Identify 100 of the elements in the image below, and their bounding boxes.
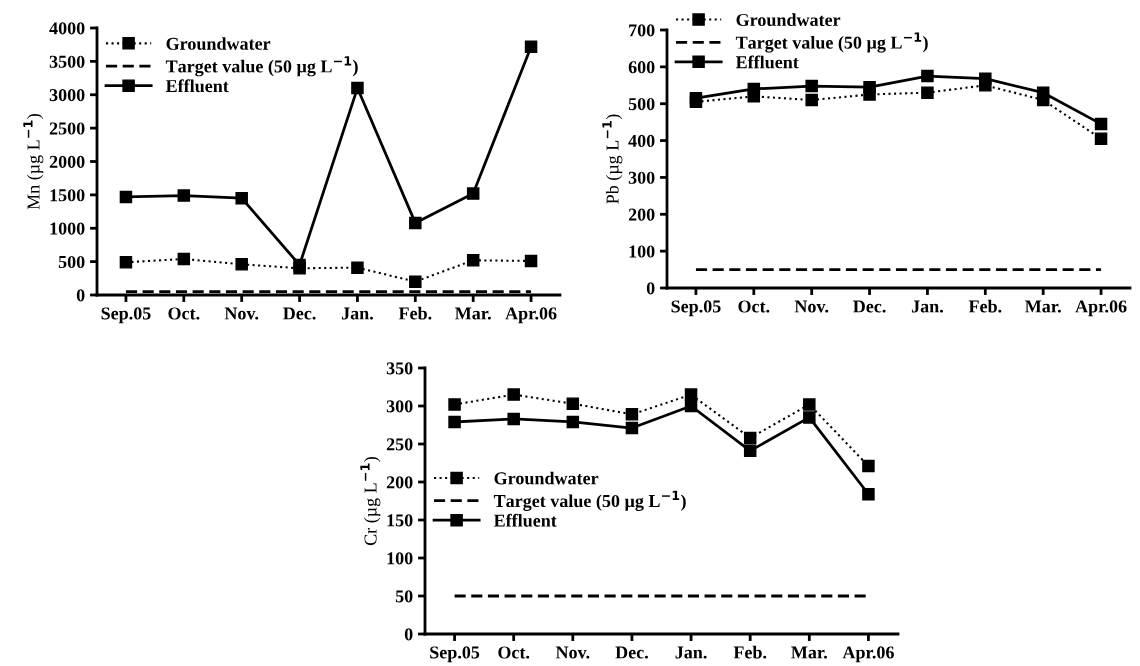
point bbox=[805, 93, 818, 107]
point bbox=[235, 191, 248, 205]
y-tick-label: 4000 bbox=[49, 22, 85, 35]
point bbox=[803, 411, 816, 424]
y-tick-label: 0 bbox=[646, 282, 655, 295]
point bbox=[805, 79, 818, 93]
y-tick-label: 1500 bbox=[50, 189, 85, 202]
x-tick-label: Apr.06 bbox=[842, 646, 894, 663]
point bbox=[409, 216, 422, 230]
y-tick-label: 3500 bbox=[49, 55, 85, 68]
point bbox=[1094, 117, 1108, 131]
point bbox=[566, 397, 580, 410]
point bbox=[177, 189, 191, 202]
x-tick-label: Jan. bbox=[911, 300, 943, 313]
point bbox=[119, 190, 133, 204]
y-tick-label: 250 bbox=[386, 438, 413, 451]
point bbox=[293, 258, 306, 272]
y-tick-label: 100 bbox=[387, 552, 413, 565]
x-tick-label: Nov. bbox=[555, 646, 590, 659]
legend-label: Effluent bbox=[165, 79, 229, 93]
x-tick-label: Dec. bbox=[853, 300, 886, 313]
y-tick-label: 300 bbox=[386, 400, 413, 413]
y-axis-title: Pb (µg L$^{−1}$) bbox=[602, 114, 623, 204]
x-tick-label: Feb. bbox=[398, 306, 432, 320]
x-tick-label: Oct. bbox=[498, 646, 530, 659]
x-tick-label: Apr.06 bbox=[505, 307, 557, 324]
x-tick-label: Mar. bbox=[791, 646, 827, 659]
x-tick-label: Oct. bbox=[738, 300, 770, 313]
x-tick-label: Feb. bbox=[733, 645, 767, 659]
x-tick-label: Nov. bbox=[224, 307, 259, 320]
point bbox=[625, 408, 639, 421]
point bbox=[863, 80, 876, 94]
point bbox=[409, 275, 422, 288]
point bbox=[743, 431, 757, 445]
x-tick-label: Nov. bbox=[794, 300, 829, 313]
legend-label: Target value (50 µg L$^{−1}$) bbox=[735, 32, 928, 53]
point bbox=[921, 69, 934, 83]
y-tick-label: 500 bbox=[58, 255, 85, 269]
point bbox=[177, 252, 191, 266]
y-axis-title: Mn (µg L$^{−1}$) bbox=[23, 114, 44, 210]
legend-label: Effluent bbox=[493, 513, 557, 527]
y-tick-label: 200 bbox=[386, 476, 413, 489]
point bbox=[747, 82, 761, 96]
legend-label: Target value (50 µg L$^{−1}$) bbox=[165, 56, 358, 77]
point bbox=[921, 86, 934, 99]
x-tick-label: Oct. bbox=[168, 307, 200, 320]
y-tick-label: 200 bbox=[628, 208, 655, 221]
point bbox=[566, 415, 580, 429]
point bbox=[351, 81, 364, 95]
x-tick-label: Mar. bbox=[1025, 300, 1061, 313]
legend-label: Effluent bbox=[735, 55, 799, 69]
point bbox=[119, 256, 133, 269]
point bbox=[1036, 86, 1050, 99]
point bbox=[507, 412, 520, 426]
y-tick-label: 0 bbox=[76, 289, 85, 302]
y-tick-label: 500 bbox=[628, 97, 655, 111]
y-tick-label: 150 bbox=[387, 514, 413, 527]
x-tick-label: Dec. bbox=[283, 307, 316, 320]
point bbox=[524, 40, 538, 53]
y-tick-label: 700 bbox=[629, 24, 655, 37]
y-tick-label: 3000 bbox=[49, 89, 85, 102]
point bbox=[689, 91, 703, 105]
x-tick-label: Sep.05 bbox=[430, 646, 480, 663]
y-tick-label: 2000 bbox=[49, 155, 85, 168]
point bbox=[684, 399, 698, 413]
point bbox=[448, 415, 461, 429]
y-tick-label: 300 bbox=[628, 171, 655, 184]
point bbox=[235, 258, 248, 271]
point bbox=[862, 487, 875, 501]
point bbox=[625, 421, 639, 435]
x-tick-label: Dec. bbox=[615, 646, 648, 659]
legend-label: Groundwater bbox=[166, 37, 271, 50]
point bbox=[448, 398, 461, 411]
point bbox=[1094, 132, 1108, 145]
point bbox=[743, 444, 757, 458]
point bbox=[507, 388, 520, 401]
y-tick-label: 100 bbox=[629, 245, 655, 258]
legend-label: Groundwater bbox=[736, 13, 841, 27]
x-tick-label: Sep.05 bbox=[671, 300, 721, 317]
x-tick-label: Mar. bbox=[455, 307, 491, 320]
y-axis-title: Cr (µg L$^{−1}$) bbox=[360, 457, 381, 546]
y-tick-label: 600 bbox=[628, 61, 655, 74]
point bbox=[684, 388, 698, 401]
x-tick-label: Feb. bbox=[968, 299, 1002, 313]
legend-label: Target value (50 µg L$^{−1}$) bbox=[493, 490, 686, 511]
point bbox=[803, 398, 816, 411]
legend-label: Groundwater bbox=[494, 471, 599, 485]
y-tick-label: 2500 bbox=[49, 122, 85, 135]
x-tick-label: Sep.05 bbox=[101, 307, 151, 324]
y-tick-label: 400 bbox=[628, 134, 655, 148]
y-tick-label: 0 bbox=[404, 628, 413, 641]
x-tick-label: Apr.06 bbox=[1075, 300, 1127, 317]
point bbox=[466, 254, 480, 267]
x-tick-label: Jan. bbox=[341, 307, 373, 320]
x-tick-label: Jan. bbox=[675, 646, 707, 659]
point bbox=[862, 459, 875, 473]
y-tick-label: 350 bbox=[386, 362, 413, 375]
point bbox=[351, 261, 364, 274]
point bbox=[466, 187, 480, 200]
y-tick-label: 1000 bbox=[50, 222, 85, 235]
